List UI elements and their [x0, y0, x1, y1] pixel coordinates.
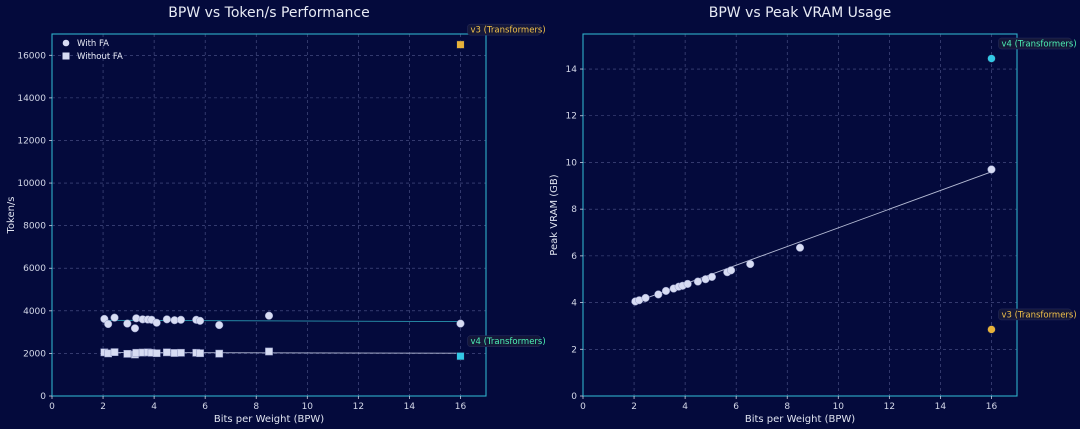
x-tick-label: 8: [253, 402, 259, 412]
x-tick-label: 0: [49, 402, 55, 412]
data-point-circle: [130, 324, 140, 333]
y-tick-label: 12: [566, 112, 577, 122]
y-tick-label: 12000: [17, 136, 46, 146]
annotation-label: v4 (Transformers): [1001, 40, 1076, 50]
data-point-square: [265, 347, 273, 356]
data-point-square: [110, 348, 119, 356]
data-point-circle: [215, 321, 224, 330]
x-tick-label: 8: [784, 402, 790, 412]
x-tick-label: 10: [302, 402, 314, 412]
y-tick-label: 0: [40, 392, 46, 402]
y-tick-label: 8: [571, 205, 577, 215]
data-point-circle: [693, 277, 702, 286]
y-tick-label: 6000: [23, 264, 46, 274]
highlight-point: [987, 54, 996, 63]
x-tick-label: 16: [455, 402, 467, 412]
x-tick-label: 2: [631, 402, 637, 412]
data-point-square: [215, 349, 224, 358]
data-point-circle: [746, 259, 755, 269]
plot-frame: [51, 33, 487, 397]
legend-label: Without FA: [77, 52, 123, 62]
data-point-circle: [196, 316, 205, 325]
x-tick-label: 2: [100, 402, 106, 412]
data-point-square: [132, 348, 141, 357]
data-point-circle: [707, 272, 716, 281]
annotation-box: [467, 23, 541, 36]
y-tick-label: 4: [571, 299, 577, 309]
annotation-box: [998, 308, 1072, 321]
y-tick-label: 8000: [23, 222, 46, 232]
legend-marker-circle: [62, 39, 70, 47]
chart-panel-2: BPW vs Peak VRAM Usage 0 2 4 6 8 10 12 14 16 0 2 4 6 8…: [549, 5, 1077, 425]
annotation-label: v4 (Transformers): [470, 337, 545, 347]
data-point-square: [177, 348, 185, 357]
chart-title: BPW vs Token/s Performance: [168, 5, 369, 21]
y-tick-label: 4000: [23, 307, 46, 317]
highlight-point: [456, 40, 465, 49]
x-tick-label: 6: [733, 402, 739, 412]
x-axis-label: Bits per Weight (BPW): [214, 414, 324, 425]
data-point-square: [196, 349, 204, 358]
data-point-circle: [661, 286, 671, 295]
plot-frame: [582, 33, 1018, 397]
x-tick-label: 14: [404, 402, 416, 412]
x-tick-label: 4: [682, 402, 688, 412]
data-point-circle: [176, 315, 185, 324]
highlight-point: [987, 325, 996, 334]
data-point-circle: [654, 290, 663, 299]
data-point-circle: [683, 279, 692, 288]
fit-line: [103, 352, 461, 354]
y-tick-label: 16000: [17, 51, 46, 61]
data-point-circle: [110, 313, 119, 322]
legend-label: With FA: [77, 39, 109, 49]
x-tick-label: 16: [986, 402, 998, 412]
y-tick-label: 2000: [23, 349, 46, 359]
x-axis-label: Bits per Weight (BPW): [745, 414, 855, 425]
y-tick-label: 14000: [17, 94, 46, 104]
y-tick-label: 2: [571, 345, 577, 355]
highlight-point: [456, 352, 465, 361]
y-axis-label: Token/s: [6, 196, 17, 234]
data-point-circle: [456, 319, 465, 328]
data-point-square: [123, 349, 132, 358]
y-tick-label: 14: [566, 65, 578, 75]
data-point-circle: [727, 266, 736, 275]
chart-title: BPW vs Peak VRAM Usage: [709, 5, 892, 21]
data-point-circle: [641, 293, 650, 302]
data-point-square: [104, 349, 113, 358]
data-point-square: [170, 349, 179, 357]
data-point-circle: [152, 318, 161, 327]
x-tick-label: 12: [884, 402, 895, 412]
annotation-box: [467, 335, 541, 347]
data-point-circle: [123, 319, 132, 328]
annotation-box: [998, 37, 1072, 50]
x-tick-label: 0: [580, 402, 586, 412]
legend-marker-square: [62, 52, 70, 60]
data-point-circle: [162, 315, 171, 324]
y-axis-label: Peak VRAM (GB): [549, 174, 560, 255]
fit-line: [633, 171, 992, 304]
y-tick-label: 10000: [17, 179, 46, 189]
data-point-circle: [987, 165, 996, 174]
x-tick-label: 4: [151, 402, 157, 412]
x-tick-label: 14: [935, 402, 947, 412]
x-tick-label: 6: [202, 402, 208, 412]
data-point-circle: [104, 319, 113, 329]
y-tick-label: 6: [571, 252, 577, 262]
fit-line: [103, 319, 461, 323]
data-point-square: [163, 348, 171, 357]
data-point-circle: [264, 311, 274, 320]
annotation-label: v3 (Transformers): [470, 26, 545, 36]
data-point-circle: [795, 243, 805, 252]
x-tick-label: 10: [833, 402, 845, 412]
x-tick-label: 12: [353, 402, 364, 412]
y-tick-label: 0: [571, 392, 577, 402]
annotation-label: v3 (Transformers): [1001, 310, 1076, 320]
data-point-square: [152, 349, 161, 358]
y-tick-label: 10: [566, 158, 578, 168]
